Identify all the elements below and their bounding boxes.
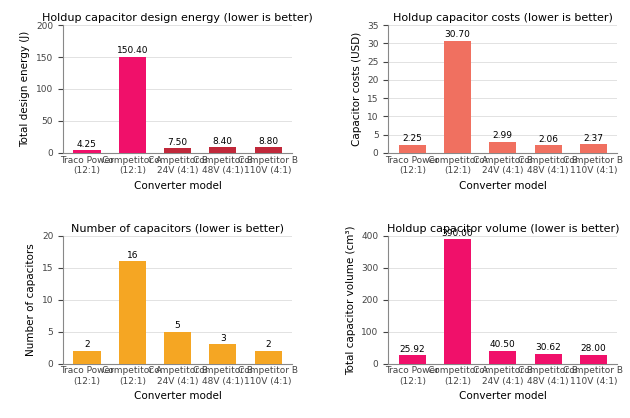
Text: 30.70: 30.70 [445,30,471,39]
Text: 2: 2 [84,340,90,349]
Bar [490,142,517,153]
Bar [534,354,562,364]
Text: 150.40: 150.40 [117,46,148,55]
Bar [164,148,191,153]
Text: 8.40: 8.40 [213,137,233,146]
Bar [164,332,191,364]
X-axis label: Converter model: Converter model [134,391,222,401]
Text: 4.25: 4.25 [77,140,97,148]
Bar [444,41,471,153]
Text: 2: 2 [265,340,271,349]
Title: Holdup capacitor design energy (lower is better): Holdup capacitor design energy (lower is… [42,13,313,23]
Bar [118,57,146,153]
Bar [399,145,426,153]
Bar [580,144,607,153]
Title: Holdup capacitor volume (lower is better): Holdup capacitor volume (lower is better… [387,224,619,234]
X-axis label: Converter model: Converter model [459,391,547,401]
Text: 30.62: 30.62 [536,343,561,352]
Y-axis label: Capacitor costs (USD): Capacitor costs (USD) [352,32,362,146]
Text: 2.99: 2.99 [493,131,513,140]
Text: 390.00: 390.00 [442,229,473,237]
Text: 8.80: 8.80 [258,137,278,146]
Text: 16: 16 [127,251,138,260]
Bar [209,344,236,364]
Bar [444,239,471,364]
Bar [74,351,101,364]
Y-axis label: Total capacitor volume (cm³): Total capacitor volume (cm³) [346,225,356,375]
Bar [118,261,146,364]
Bar [209,148,236,153]
Title: Holdup capacitor costs (lower is better): Holdup capacitor costs (lower is better) [393,13,613,23]
Title: Number of capacitors (lower is better): Number of capacitors (lower is better) [71,224,284,234]
Text: 5: 5 [175,321,180,330]
Text: 2.06: 2.06 [538,135,558,144]
Bar [490,351,517,364]
Text: 7.50: 7.50 [168,138,188,147]
Bar [255,351,282,364]
Text: 25.92: 25.92 [399,345,425,354]
Text: 3: 3 [220,334,226,343]
Bar [534,145,562,153]
Text: 2.25: 2.25 [403,134,422,143]
X-axis label: Converter model: Converter model [134,181,222,191]
Bar [255,147,282,153]
Bar [399,355,426,364]
Text: 2.37: 2.37 [583,134,604,143]
Text: 28.00: 28.00 [580,344,606,353]
Bar [74,150,101,153]
Y-axis label: Total design energy (J): Total design energy (J) [20,31,30,147]
Bar [580,355,607,364]
X-axis label: Converter model: Converter model [459,181,547,191]
Y-axis label: Number of capacitors: Number of capacitors [26,243,36,356]
Text: 40.50: 40.50 [490,340,516,349]
